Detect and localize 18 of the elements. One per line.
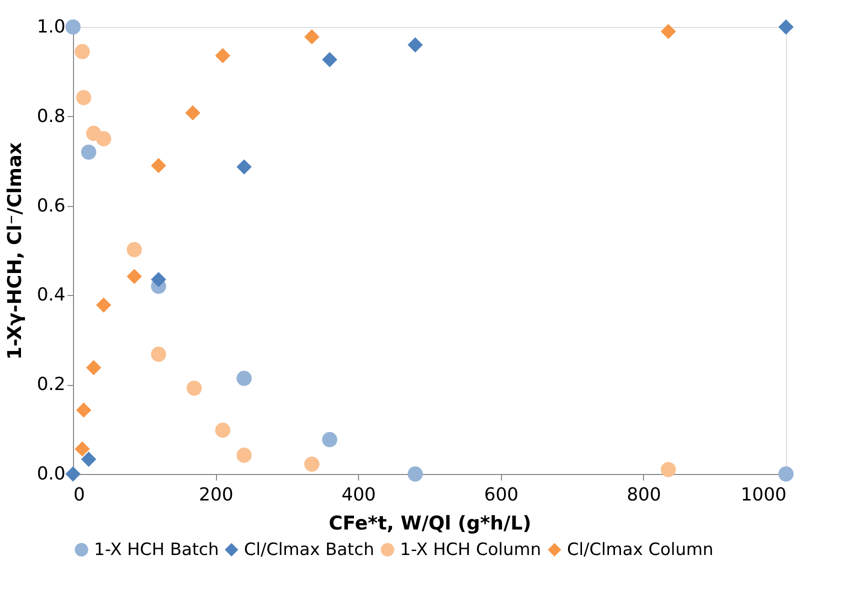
x-tick-label: 400 [342, 484, 376, 506]
x-tick-label: 1000 [740, 484, 786, 506]
legend-label: 1-X HCH Column [400, 540, 542, 560]
x-tick-label: 200 [198, 484, 234, 506]
y-tick-label: 0.8 [36, 106, 66, 127]
legend-label: 1-X HCH Batch [94, 540, 219, 560]
y-tick-label: 1.0 [36, 16, 66, 38]
x-axis-title: CFe*t, W/Ql (g*h/L) [328, 512, 532, 534]
legend-label: Cl/Clmax Batch [244, 540, 374, 560]
y-tick-label: 0.2 [36, 374, 66, 396]
x-tick-label: 0 [74, 484, 85, 506]
legend-label: Cl/Clmax Column [567, 540, 714, 560]
x-tick-label: 600 [484, 484, 518, 506]
y-axis-title: 1-Xγ-HCH, Cl⁻/Clmax [4, 142, 26, 360]
x-tick-label: 800 [626, 484, 662, 506]
y-tick-label: 0.4 [36, 284, 66, 306]
y-tick-label: 0.6 [36, 195, 66, 216]
y-tick-label: 0.0 [36, 464, 66, 484]
